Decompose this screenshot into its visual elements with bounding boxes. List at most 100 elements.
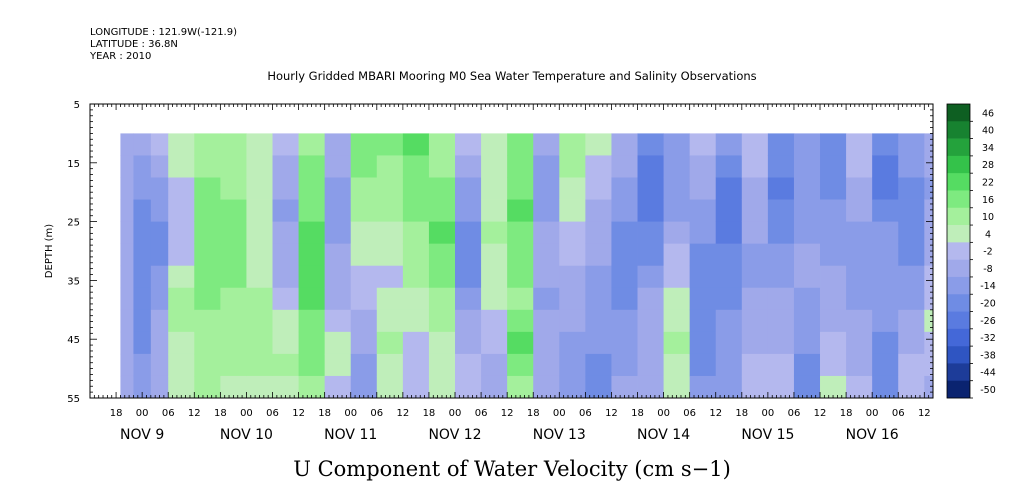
heatmap-cell (324, 331, 352, 355)
heatmap-cell (611, 177, 638, 200)
y-tick-label: 35 (67, 276, 80, 287)
heatmap-cell (194, 133, 221, 156)
heatmap-cell (689, 155, 717, 178)
heatmap-cell (455, 375, 482, 399)
heatmap-cell (194, 155, 221, 178)
heatmap-cell (350, 199, 378, 222)
heatmap-cell (246, 177, 273, 200)
heatmap-cell (246, 133, 273, 156)
heatmap-cell (689, 287, 717, 311)
colorbar: 46 40 34 28 22 16 10 4 -2 -8 -14 -20 -26 -32 -38 -44 -50 (946, 103, 996, 399)
heatmap-cell (793, 177, 821, 200)
heatmap-cell (455, 331, 482, 355)
heatmap-cell (611, 133, 638, 156)
heatmap-cell (133, 353, 152, 377)
heatmap-cell (272, 331, 299, 355)
heatmap-cell (663, 177, 691, 200)
colorbar-swatch (947, 311, 970, 330)
heatmap-cell (150, 177, 169, 200)
heatmap-cell (194, 331, 221, 355)
heatmap-cell (507, 265, 534, 289)
colorbar-label: 10 (982, 212, 994, 223)
heatmap-cell (133, 199, 152, 222)
heatmap-cell (150, 155, 169, 178)
heatmap-cell (272, 243, 299, 267)
heatmap-cell (402, 353, 430, 377)
heatmap-cell (585, 133, 612, 156)
heatmap-cell (533, 309, 560, 333)
heatmap-cell (741, 133, 769, 156)
x-hour-label: 18 (840, 408, 853, 419)
heatmap-cell (559, 331, 586, 355)
heatmap-cell (767, 353, 795, 377)
heatmap-cell (246, 221, 273, 245)
heatmap-cell (820, 309, 847, 333)
heatmap-cell (481, 155, 508, 178)
heatmap-cell (846, 177, 873, 200)
colorbar-label: 40 (982, 126, 994, 137)
chart-title: Hourly Gridded MBARI Mooring M0 Sea Wate… (267, 69, 756, 83)
heatmap-cell (120, 221, 134, 245)
heatmap-cell (585, 177, 612, 200)
heatmap-cell (533, 199, 560, 222)
heatmap-cell (507, 155, 534, 178)
heatmap-cell (376, 243, 404, 267)
heatmap-cell (150, 287, 169, 311)
heatmap-cell (324, 353, 352, 377)
heatmap-cell (376, 287, 404, 311)
heatmap-cell (133, 309, 152, 333)
x-day-label: NOV 16 (846, 427, 899, 443)
colorbar-swatch (947, 276, 970, 295)
heatmap-cell (611, 287, 638, 311)
heatmap-cell (846, 265, 873, 289)
heatmap-cell (120, 331, 134, 355)
heatmap-cell (194, 243, 221, 267)
heatmap-cell (533, 287, 560, 311)
heatmap-cell (611, 353, 638, 377)
x-hour-label: 12 (292, 408, 305, 419)
colorbar-swatch (947, 242, 970, 260)
x-day-label: NOV 15 (741, 427, 794, 443)
heatmap-cell (559, 177, 586, 200)
heatmap-cell (150, 199, 169, 222)
heatmap-cell (120, 309, 134, 333)
heatmap-cell (350, 331, 378, 355)
heatmap-cell (585, 287, 612, 311)
heatmap-cell (246, 331, 273, 355)
colorbar-swatch (947, 363, 970, 381)
heatmap-cell (324, 375, 352, 399)
heatmap-cell (820, 353, 847, 377)
heatmap-cell (767, 265, 795, 289)
heatmap-cell (272, 265, 299, 289)
colorbar-swatch (947, 380, 970, 399)
colorbar-swatch (947, 138, 970, 157)
heatmap-cell (715, 155, 743, 178)
heatmap-cell (559, 353, 586, 377)
heatmap-cell (898, 133, 925, 156)
heatmap-cell (455, 177, 482, 200)
heatmap-cell (150, 133, 169, 156)
heatmap-cell (402, 287, 430, 311)
heatmap-cell (898, 353, 925, 377)
colorbar-label: -8 (983, 264, 992, 275)
heatmap-cell (820, 375, 847, 399)
heatmap-cell (689, 177, 717, 200)
heatmap-cell (220, 199, 247, 222)
heatmap-cell (898, 199, 925, 222)
heatmap-cell (689, 265, 717, 289)
heatmap-cell (715, 331, 743, 355)
colorbar-swatch (947, 328, 970, 347)
heatmap-cell (559, 133, 586, 156)
heatmap-cell (246, 375, 273, 399)
heatmap-cell (133, 133, 152, 156)
heatmap-cell (846, 199, 873, 222)
heatmap-cell (715, 353, 743, 377)
heatmap-cell (611, 331, 638, 355)
heatmap-cell (741, 309, 769, 333)
heatmap-cell (324, 287, 352, 311)
x-hour-label: 00 (762, 408, 775, 419)
heatmap-cell (272, 221, 299, 245)
heatmap-cell (820, 133, 847, 156)
heatmap-cell (663, 133, 691, 156)
heatmap-cell (168, 287, 195, 311)
